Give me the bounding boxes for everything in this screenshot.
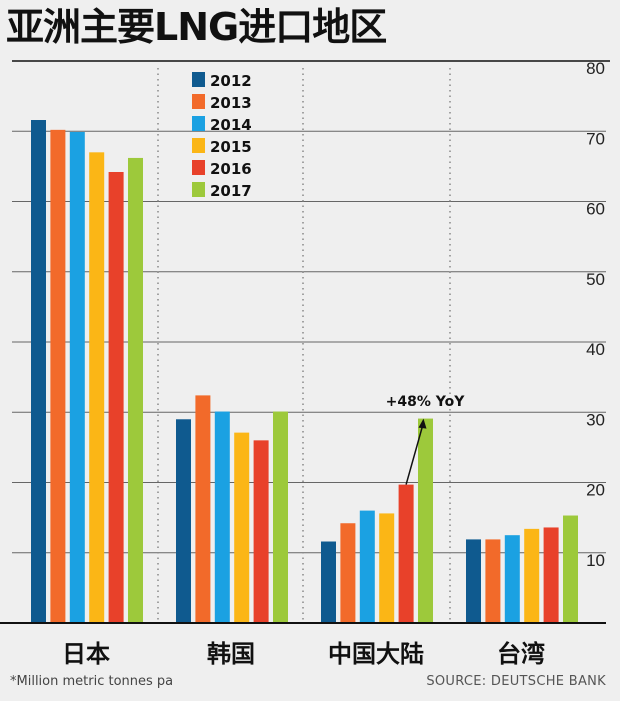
annotation-arrow — [405, 422, 425, 485]
bar-2017-3 — [563, 515, 578, 623]
bar-2016-2 — [398, 484, 414, 623]
bar-2013-2 — [340, 523, 356, 623]
annotation-label: +48% YoY — [386, 394, 466, 410]
bar-2014-1 — [214, 411, 230, 623]
bar-2015-3 — [524, 528, 540, 623]
bar-2015-2 — [379, 513, 395, 623]
bar-2013-0 — [50, 129, 66, 623]
bar-2015-0 — [89, 152, 105, 623]
y-tick-label: 70 — [586, 129, 605, 148]
chart-title: 亚洲主要LNG进口地区 — [6, 5, 387, 49]
y-tick-label: 50 — [586, 270, 605, 289]
bar-2012-3 — [466, 539, 481, 623]
category-label: 中国大陆 — [328, 640, 424, 668]
bar-2012-2 — [321, 541, 336, 623]
y-tick-label: 30 — [586, 410, 605, 429]
bar-2013-3 — [485, 539, 501, 623]
bar-2016-1 — [253, 440, 269, 623]
bar-2014-2 — [359, 510, 375, 623]
source-note: SOURCE: DEUTSCHE BANK — [426, 674, 606, 689]
legend-swatch — [192, 160, 205, 175]
legend-label: 2014 — [210, 116, 252, 134]
legend-label: 2015 — [210, 138, 252, 156]
y-tick-label: 40 — [586, 340, 605, 359]
category-label: 台湾 — [497, 640, 545, 668]
bar-2012-1 — [176, 419, 191, 623]
category-label: 韩国 — [207, 640, 255, 668]
legend-label: 2016 — [210, 160, 252, 178]
legend-swatch — [192, 72, 205, 87]
legend-label: 2017 — [210, 182, 252, 200]
y-tick-label: 10 — [586, 551, 605, 570]
legend-label: 2012 — [210, 72, 252, 90]
bar-2014-3 — [504, 535, 520, 623]
bar-2017-1 — [273, 411, 288, 623]
legend-swatch — [192, 116, 205, 131]
bar-2015-1 — [234, 432, 250, 623]
bar-2016-0 — [108, 171, 124, 623]
bar-2012-0 — [31, 120, 46, 623]
legend-swatch — [192, 94, 205, 109]
legend-swatch — [192, 138, 205, 153]
bar-2013-1 — [195, 395, 211, 623]
bar-2017-2 — [418, 418, 433, 623]
y-tick-label: 60 — [586, 200, 605, 219]
bar-2017-0 — [128, 157, 143, 623]
bar-2016-3 — [543, 527, 559, 623]
y-tick-label: 20 — [586, 481, 605, 500]
category-label: 日本 — [62, 640, 110, 668]
y-tick-label: 80 — [586, 59, 605, 78]
bar-2014-0 — [69, 131, 85, 623]
footnote: *Million metric tonnes pa — [10, 674, 174, 689]
arrowhead-icon — [418, 418, 427, 429]
legend-label: 2013 — [210, 94, 252, 112]
legend-swatch — [192, 182, 205, 197]
